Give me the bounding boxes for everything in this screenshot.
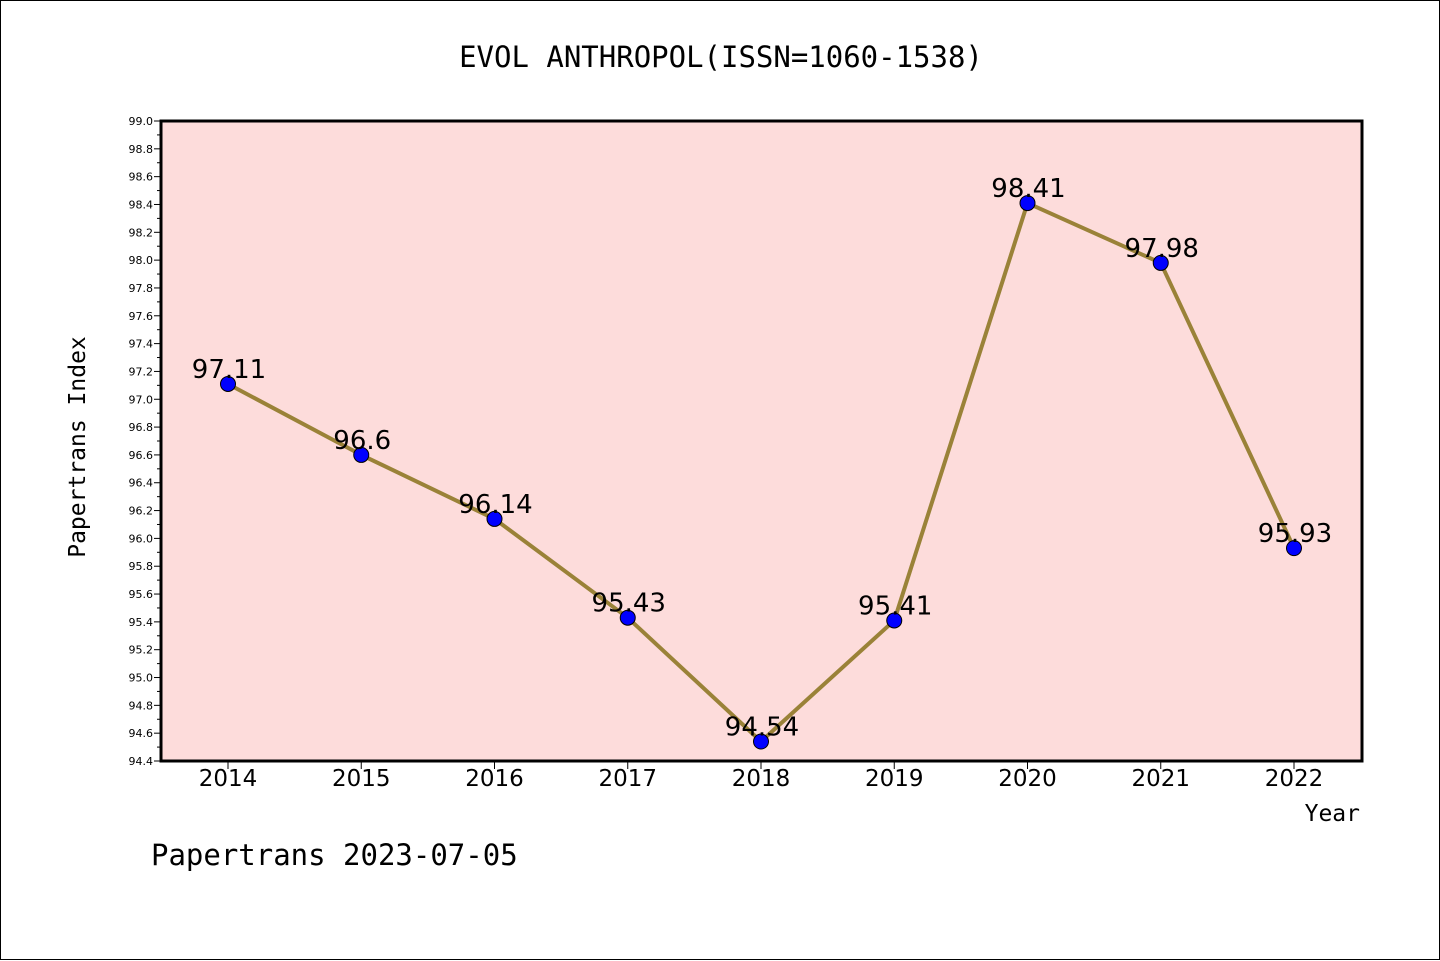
- x-axis-ticks: 2014 2015 2016 2017 2018 2019 2020 2021 2022: [199, 761, 1324, 792]
- y-tick-label: 97.6: [129, 310, 154, 323]
- data-labels: 97.11 96.6 96.14 95.43 94.54 95.41 98.41 97.98 9…: [192, 174, 1332, 742]
- data-point: [486, 510, 503, 527]
- data-label: 96.6: [333, 426, 391, 456]
- y-tick-label: 99.0: [129, 115, 154, 128]
- x-tick-label: 2015: [332, 766, 391, 792]
- y-tick-label: 96.4: [129, 477, 154, 490]
- y-tick-label: 95.0: [129, 672, 154, 685]
- y-tick-label: 97.4: [129, 338, 154, 351]
- x-tick-label: 2022: [1265, 766, 1324, 792]
- y-tick-label: 95.6: [129, 588, 154, 601]
- data-label: 97.98: [1125, 234, 1199, 264]
- data-point: [220, 375, 236, 392]
- data-label: 95.41: [858, 591, 932, 621]
- y-tick-label: 97.0: [129, 393, 154, 406]
- y-tick-label: 98.6: [129, 171, 154, 184]
- x-tick-label: 2014: [199, 766, 258, 792]
- y-tick-label: 98.4: [129, 198, 154, 211]
- x-tick-label: 2016: [465, 766, 524, 792]
- y-tick-label: 96.2: [129, 505, 154, 518]
- data-point: [753, 733, 769, 750]
- y-tick-label: 96.0: [129, 532, 154, 545]
- y-tick-label: 95.2: [129, 644, 154, 657]
- y-tick-label: 95.8: [129, 560, 154, 573]
- data-label: 95.43: [592, 589, 666, 619]
- y-tick-label: 98.2: [129, 226, 154, 239]
- data-label: 94.54: [725, 713, 799, 743]
- data-point: [353, 446, 370, 463]
- y-axis-label: Papertrans Index: [65, 336, 91, 558]
- plot-border: [159, 119, 1364, 763]
- x-tick-label: 2017: [598, 766, 657, 792]
- x-tick-label: 2021: [1131, 766, 1190, 792]
- y-tick-label: 96.8: [129, 421, 154, 434]
- chart-title: EVOL ANTHROPOL(ISSN=1060-1538): [459, 40, 983, 74]
- y-axis-ticks: 94.4 94.6 94.8 95.0 95.2 95.4 95.6 95.8 96.0 96.2…: [129, 115, 161, 768]
- data-point: [1286, 540, 1302, 557]
- y-tick-label: 94.4: [129, 755, 154, 768]
- x-tick-label: 2020: [998, 766, 1057, 792]
- x-tick-label: 2018: [732, 766, 791, 792]
- data-point: [1152, 254, 1169, 271]
- data-label: 95.93: [1258, 519, 1332, 549]
- x-tick-label: 2019: [865, 766, 924, 792]
- data-label: 98.41: [991, 174, 1065, 204]
- data-point: [886, 612, 903, 629]
- y-tick-label: 97.2: [129, 365, 154, 378]
- plot-area: [161, 121, 1362, 761]
- x-axis-label: Year: [1305, 801, 1360, 827]
- footer-credit: Papertrans 2023-07-05: [151, 838, 518, 872]
- y-tick-label: 94.6: [129, 727, 154, 740]
- data-markers: [220, 195, 1302, 750]
- y-tick-label: 97.8: [129, 282, 154, 295]
- y-tick-label: 94.8: [129, 699, 154, 712]
- data-point: [1019, 195, 1036, 212]
- data-label: 97.11: [192, 355, 266, 385]
- data-point: [619, 609, 636, 626]
- y-tick-label: 95.4: [129, 616, 154, 629]
- data-label: 96.14: [458, 490, 532, 520]
- y-tick-label: 96.6: [129, 449, 154, 462]
- y-tick-label: 98.8: [129, 143, 154, 156]
- y-tick-label: 98.0: [129, 254, 154, 267]
